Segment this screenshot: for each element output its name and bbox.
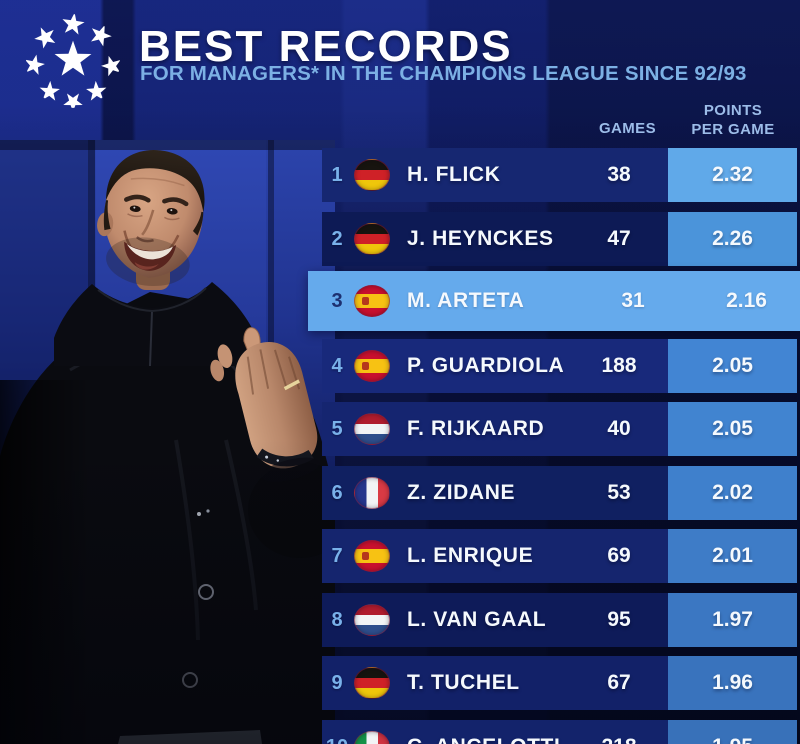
manager-name: H. FLICK [407,163,501,186]
games-value: 188 [601,354,637,377]
spain-flag-icon [354,540,390,572]
italy-flag-icon [354,731,390,744]
rank-label: 2 [331,227,343,250]
manager-name: L. ENRIQUE [407,544,534,567]
rank-label: 7 [331,544,343,567]
rank-label: 6 [331,481,343,504]
manager-name: L. VAN GAAL [407,608,547,631]
manager-photo [0,140,335,744]
manager-name: T. TUCHEL [407,671,520,694]
page-subtitle: FOR MANAGERS* IN THE CHAMPIONS LEAGUE SI… [140,62,747,85]
table-row: 7 L. ENRIQUE 69 2.01 [322,529,797,583]
table-row: 6 Z. ZIDANE 53 2.02 [322,466,797,520]
table-row: 9 T. TUCHEL 67 1.96 [322,656,797,710]
spain-flag-icon [354,350,390,382]
points-per-game-value: 1.95 [668,720,797,744]
table-row: 8 L. VAN GAAL 95 1.97 [322,593,797,647]
page-title: BEST RECORDS [139,22,513,71]
points-per-game-value: 2.26 [668,212,797,266]
germany-flag-icon [354,667,390,699]
manager-name: F. RIJKAARD [407,417,545,440]
table-row: 2 J. HEYNCKES 47 2.26 [322,212,797,266]
spain-flag-icon [354,285,390,317]
germany-flag-icon [354,223,390,255]
manager-name: P. GUARDIOLA [407,354,565,377]
france-flag-icon [354,477,390,509]
table-row: 5 F. RIJKAARD 40 2.05 [322,402,797,456]
games-value: 40 [607,417,631,440]
column-header-points-per-game: POINTS PER GAME [691,102,775,138]
points-per-game-value: 2.01 [668,529,797,583]
netherlands-flag-icon [354,604,390,636]
games-value: 47 [607,227,631,250]
champions-league-starball-icon [26,14,120,108]
rank-label: 4 [331,354,343,377]
manager-name: Z. ZIDANE [407,481,516,504]
table-row: 1 H. FLICK 38 2.32 [322,148,797,202]
table-row: 10 C. ANCELOTTI 218 1.95 [322,720,797,744]
games-value: 53 [607,481,631,504]
points-per-game-value: 2.32 [668,148,797,202]
games-value: 218 [584,735,654,744]
manager-name: J. HEYNCKES [407,227,554,250]
rank-label: 1 [331,163,343,186]
table-row: 3 M. ARTETA 31 2.16 [308,271,800,331]
points-per-game-value: 2.05 [668,339,797,393]
rank-label: 10 [322,736,352,744]
germany-flag-icon [354,159,390,191]
table-row: 4 P. GUARDIOLA 188 2.05 [322,339,797,393]
netherlands-flag-icon [354,413,390,445]
points-per-game-value: 1.96 [668,656,797,710]
rank-label: 9 [331,671,343,694]
points-per-game-value: 2.02 [668,466,797,520]
points-per-game-value: 2.16 [726,289,767,312]
points-per-game-value: 1.97 [668,593,797,647]
records-table: 1 H. FLICK 38 2.32 2 J. HEYNCKES 47 2.26… [308,148,800,744]
games-value: 38 [607,163,631,186]
games-value: 67 [607,671,631,694]
manager-name: M. ARTETA [407,289,525,312]
games-value: 69 [607,544,631,567]
rank-label: 3 [331,289,343,312]
manager-name: C. ANCELOTTI [392,735,584,744]
games-value: 95 [607,608,631,631]
rank-label: 8 [331,608,343,631]
points-per-game-value: 2.05 [668,402,797,456]
column-header-games: GAMES [598,120,656,137]
rank-label: 5 [331,417,343,440]
games-value: 31 [621,289,645,312]
